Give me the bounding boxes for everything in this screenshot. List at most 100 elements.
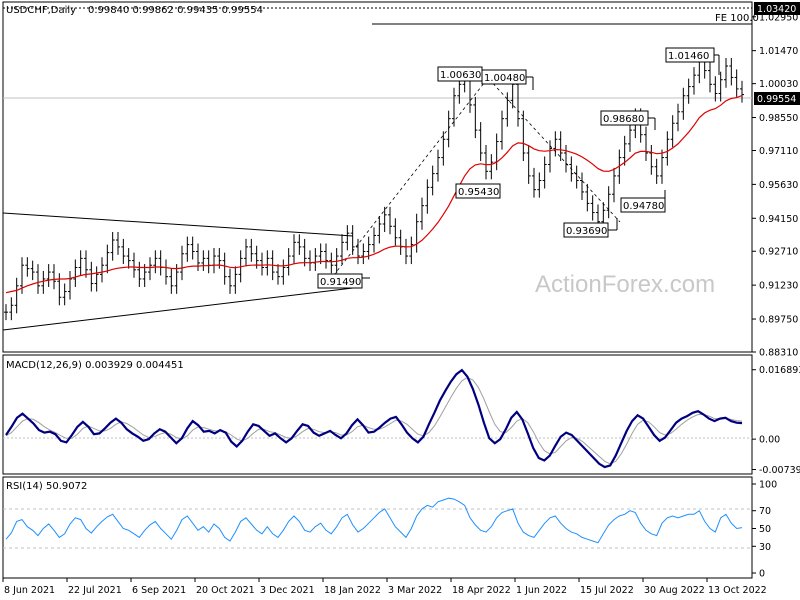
- price-bar: [441, 131, 446, 166]
- date-tick-label: 6 Sep 2021: [132, 585, 186, 596]
- rsi-tick-label: 70: [759, 506, 771, 517]
- price-bar: [4, 304, 8, 321]
- price-bar: [670, 115, 675, 148]
- chart-header: USDCHF,Daily 0.99840 0.99862 0.99435 0.9…: [6, 5, 263, 16]
- watermark-text: ActionForex.com: [535, 271, 715, 298]
- price-bar: [110, 232, 115, 261]
- price-tick-label: 1.02950: [759, 12, 798, 23]
- price-bar: [425, 179, 430, 214]
- price-tick-label: 0.94150: [759, 214, 798, 225]
- price-bar: [201, 250, 206, 271]
- price-bar: [14, 277, 19, 314]
- date-tick-label: 30 Aug 2022: [644, 585, 705, 596]
- price-bar: [409, 236, 414, 265]
- price-bar: [249, 238, 254, 262]
- date-tick-label: 15 Jul 2022: [580, 585, 634, 596]
- price-tick-label: 1.00030: [759, 79, 798, 90]
- price-bar: [46, 264, 51, 287]
- macd-main-line: [5, 368, 743, 469]
- lower-trendline: [2, 287, 354, 331]
- annotation-1-01460: 1.01460: [665, 47, 720, 75]
- price-bar: [137, 261, 142, 287]
- price-bar: [740, 80, 744, 103]
- date-tick-label: 3 Dec 2021: [260, 585, 315, 596]
- price-bar: [553, 131, 558, 157]
- svg-text:0.95430: 0.95430: [458, 187, 499, 198]
- symbol-label: USDCHF,Daily: [6, 5, 76, 16]
- price-bar: [676, 103, 680, 132]
- price-bar: [185, 236, 190, 262]
- price-bar: [569, 156, 574, 182]
- price-bar: [286, 248, 291, 276]
- date-tick-label: 18 Apr 2022: [452, 585, 511, 596]
- price-bar: [622, 135, 627, 166]
- price-bar: [84, 250, 88, 278]
- price-bar: [350, 225, 355, 255]
- price-bar: [260, 252, 264, 276]
- price-tick-label: 0.89750: [759, 315, 798, 326]
- price-bar: [297, 234, 302, 255]
- svg-text:1.00630: 1.00630: [440, 70, 481, 81]
- price-bar: [430, 165, 435, 196]
- price-bar: [340, 234, 344, 265]
- price-bar: [89, 261, 94, 292]
- rsi-panel-frame: [2, 476, 753, 579]
- price-bar: [692, 67, 696, 95]
- price-tick-label: 0.95630: [759, 180, 798, 191]
- rsi-tick-label: 50: [759, 524, 771, 535]
- price-bar: [484, 144, 488, 180]
- price-bar: [585, 183, 590, 212]
- price-bar: [436, 149, 440, 182]
- price-bar: [452, 87, 456, 127]
- price-bar: [73, 259, 78, 287]
- price-bar: [222, 252, 227, 285]
- price-bar: [94, 266, 99, 292]
- rsi-label: RSI(14) 50.9072: [6, 481, 87, 492]
- price-tick-label: 0.91230: [759, 281, 798, 292]
- price-bar: [420, 197, 424, 230]
- price-bar: [681, 87, 686, 120]
- price-bar: [62, 283, 67, 306]
- price-bar: [324, 243, 328, 269]
- price-bar: [537, 172, 542, 198]
- top-marker-tag: 1.03420: [754, 2, 800, 15]
- price-bar: [100, 257, 104, 283]
- rsi-tick-label: 100: [759, 480, 777, 491]
- price-bar: [244, 238, 248, 267]
- rsi-tick-label: 30: [759, 542, 771, 553]
- price-bar: [734, 69, 739, 97]
- price-bar: [590, 195, 595, 221]
- price-bar: [121, 238, 126, 265]
- price-bar: [292, 234, 296, 265]
- price-bar: [116, 232, 120, 255]
- price-bar: [276, 264, 280, 285]
- price-bar: [564, 144, 568, 173]
- price-bar: [446, 110, 451, 148]
- price-bar: [228, 268, 232, 294]
- price-bar: [153, 250, 158, 274]
- price-bar: [580, 172, 584, 200]
- price-bar: [382, 206, 387, 233]
- annotation-0-94780: 0.94780: [620, 190, 666, 213]
- price-bar: [377, 215, 382, 244]
- rsi-axis: 100 70 50 30 0: [752, 480, 777, 580]
- price-bar: [665, 131, 670, 166]
- moving-average-line: [5, 94, 743, 294]
- price-bar: [372, 227, 376, 253]
- price-bar: [521, 110, 526, 162]
- price-tick-label: 1.01470: [759, 46, 798, 57]
- price-bar: [126, 248, 131, 269]
- price-bar: [334, 248, 339, 274]
- price-bar: [708, 62, 712, 93]
- price-bar: [532, 167, 536, 198]
- price-bar: [473, 96, 478, 139]
- macd-axis: 0.016893 0.00 -0.007393: [752, 365, 800, 476]
- price-bar: [574, 165, 579, 189]
- svg-text:0.94780: 0.94780: [623, 201, 664, 212]
- svg-text:1.03420: 1.03420: [757, 4, 796, 15]
- price-bar: [132, 252, 136, 278]
- price-tick-label: 0.92710: [759, 247, 798, 258]
- price-bar: [233, 266, 238, 294]
- price-bar: [41, 270, 46, 294]
- price-bar: [606, 186, 611, 219]
